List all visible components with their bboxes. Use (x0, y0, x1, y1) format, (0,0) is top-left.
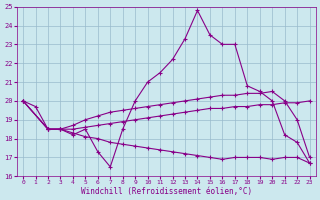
X-axis label: Windchill (Refroidissement éolien,°C): Windchill (Refroidissement éolien,°C) (81, 187, 252, 196)
